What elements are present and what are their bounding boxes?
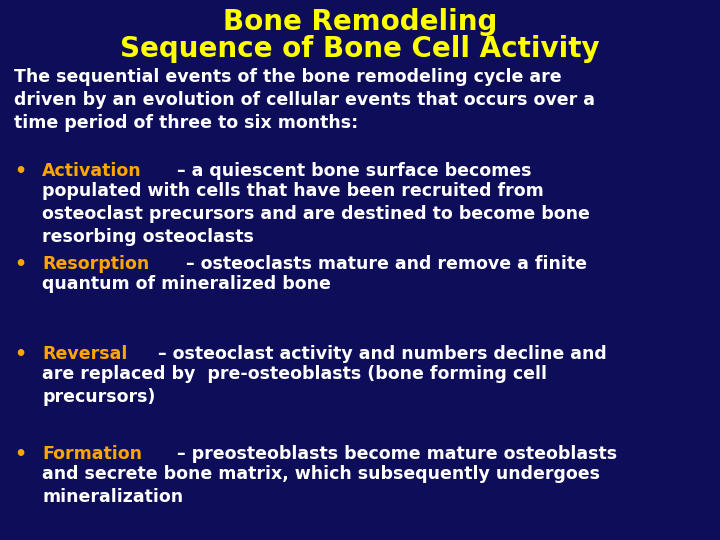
Text: •: • bbox=[14, 445, 26, 464]
Text: – osteoclast activity and numbers decline and: – osteoclast activity and numbers declin… bbox=[152, 345, 607, 363]
Text: quantum of mineralized bone: quantum of mineralized bone bbox=[42, 275, 331, 293]
Text: populated with cells that have been recruited from
osteoclast precursors and are: populated with cells that have been recr… bbox=[42, 182, 590, 246]
Text: – preosteoblasts become mature osteoblasts: – preosteoblasts become mature osteoblas… bbox=[171, 445, 617, 463]
Text: Sequence of Bone Cell Activity: Sequence of Bone Cell Activity bbox=[120, 35, 600, 63]
Text: Resorption: Resorption bbox=[42, 255, 149, 273]
Text: •: • bbox=[14, 345, 26, 364]
Text: Bone Remodeling: Bone Remodeling bbox=[222, 8, 498, 36]
Text: Activation: Activation bbox=[42, 162, 142, 180]
Text: – a quiescent bone surface becomes: – a quiescent bone surface becomes bbox=[171, 162, 531, 180]
Text: The sequential events of the bone remodeling cycle are
driven by an evolution of: The sequential events of the bone remode… bbox=[14, 68, 595, 132]
Text: Formation: Formation bbox=[42, 445, 142, 463]
Text: are replaced by  pre-osteoblasts (bone forming cell
precursors): are replaced by pre-osteoblasts (bone fo… bbox=[42, 365, 547, 406]
Text: – osteoclasts mature and remove a finite: – osteoclasts mature and remove a finite bbox=[181, 255, 588, 273]
Text: and secrete bone matrix, which subsequently undergoes
mineralization: and secrete bone matrix, which subsequen… bbox=[42, 465, 600, 506]
Text: Reversal: Reversal bbox=[42, 345, 127, 363]
Text: •: • bbox=[14, 162, 26, 181]
Text: •: • bbox=[14, 255, 26, 274]
